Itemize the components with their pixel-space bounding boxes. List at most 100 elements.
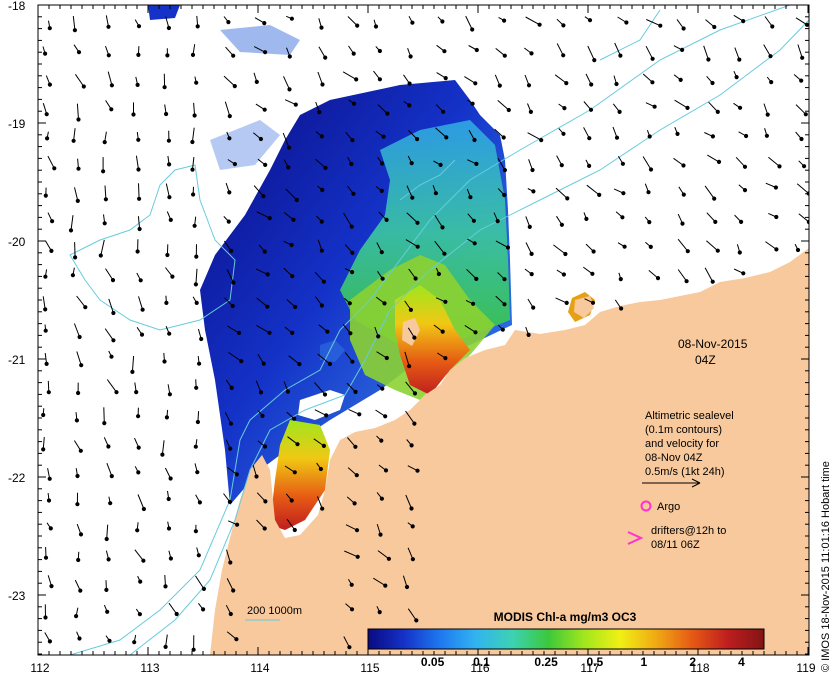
velocity-arrow-head — [77, 636, 82, 641]
velocity-arrow-head — [351, 191, 356, 196]
velocity-arrow — [587, 45, 595, 61]
velocity-arrow-head — [473, 330, 478, 335]
velocity-arrow-head — [194, 385, 199, 390]
velocity-arrow-head — [409, 506, 414, 511]
velocity-arrow-head — [349, 582, 354, 587]
velocity-arrow-head — [293, 304, 298, 310]
velocity-arrow-head — [76, 390, 81, 396]
velocity-arrow-head — [263, 50, 268, 55]
velocity-arrow-head — [442, 49, 447, 54]
velocity-arrow-head — [584, 216, 589, 221]
velocity-arrow-head — [652, 104, 657, 109]
velocity-arrow-head — [470, 101, 475, 106]
velocity-arrow-head — [561, 53, 566, 58]
velocity-arrow-head — [109, 107, 114, 112]
velocity-arrow — [677, 238, 689, 252]
arrowhead-icon — [691, 478, 701, 488]
velocity-arrow-head — [680, 47, 685, 53]
velocity-arrow-head — [254, 474, 259, 479]
velocity-arrow-head — [502, 192, 507, 198]
velocity-arrow — [193, 102, 196, 116]
velocity-arrow-head — [190, 139, 195, 145]
y-tick-label: -22 — [8, 471, 26, 485]
velocity-arrow-head — [320, 187, 325, 192]
velocity-arrow-head — [350, 250, 355, 255]
velocity-arrow-head — [351, 51, 356, 56]
velocity-arrow — [76, 295, 86, 308]
velocity-arrow-head — [41, 447, 46, 452]
velocity-arrow-head — [110, 278, 116, 283]
velocity-arrow-head — [105, 609, 110, 614]
velocity-arrow — [168, 602, 178, 615]
velocity-arrow-head — [321, 443, 326, 448]
velocity-arrow-head — [103, 197, 109, 202]
legend-line: Altimetric sealevel — [645, 410, 734, 422]
velocity-arrow-head — [260, 413, 265, 418]
velocity-arrow-head — [622, 244, 627, 249]
velocity-arrow — [106, 379, 117, 393]
velocity-arrow-head — [474, 47, 479, 53]
velocity-arrow-head — [530, 167, 535, 173]
velocity-arrow-head — [76, 117, 81, 122]
velocity-arrow-head — [286, 165, 291, 170]
velocity-arrow-head — [415, 244, 420, 249]
velocity-arrow-head — [197, 361, 202, 366]
velocity-arrow-head — [287, 87, 292, 92]
chlorophyll-swath — [148, 5, 595, 530]
velocity-arrow-head — [49, 248, 54, 253]
velocity-arrow-head — [106, 53, 111, 58]
velocity-arrow — [256, 297, 268, 308]
velocity-arrow — [614, 42, 621, 56]
velocity-arrow-head — [591, 249, 596, 254]
velocity-arrow — [223, 75, 236, 87]
velocity-arrow-head — [265, 272, 270, 277]
velocity-arrow — [282, 132, 290, 148]
velocity-arrow-head — [98, 253, 103, 258]
velocity-arrow-head — [162, 85, 167, 90]
velocity-arrow — [797, 44, 803, 58]
velocity-arrow-head — [647, 220, 652, 225]
velocity-arrow-head — [75, 502, 80, 507]
velocity-arrow-head — [43, 307, 48, 312]
velocity-arrow — [256, 324, 270, 334]
legend-line: (0.1m contours) — [645, 424, 722, 436]
velocity-arrow — [404, 351, 410, 367]
velocity-arrow-head — [646, 190, 651, 195]
velocity-arrow-head — [433, 191, 438, 196]
x-tick-label: 114 — [250, 661, 269, 675]
velocity-arrow — [466, 268, 477, 280]
velocity-arrow-head — [106, 444, 111, 449]
y-tick-label: -23 — [8, 589, 26, 603]
velocity-arrow-head — [502, 302, 507, 307]
velocity-arrow-head — [355, 554, 360, 559]
velocity-arrow-head — [619, 306, 624, 311]
velocity-arrow-head — [130, 369, 135, 374]
drifter-marker-icon — [627, 531, 644, 545]
velocity-arrow-head — [681, 26, 686, 31]
velocity-arrow-head — [232, 162, 237, 167]
velocity-arrow-head — [768, 54, 773, 59]
velocity-arrow-head — [351, 101, 357, 106]
velocity-arrow — [405, 381, 416, 394]
velocity-arrow-head — [166, 138, 171, 143]
velocity-arrow-head — [590, 300, 596, 305]
velocity-arrow — [106, 524, 109, 540]
velocity-arrow — [373, 577, 386, 587]
velocity-arrow-head — [196, 553, 201, 558]
velocity-arrow — [434, 240, 445, 255]
velocity-arrow-head — [109, 474, 114, 479]
velocity-arrow-head — [228, 560, 233, 565]
velocity-arrow-head — [141, 558, 146, 563]
velocity-arrow-head — [227, 499, 232, 504]
velocity-arrow — [406, 185, 413, 198]
argo-label: Argo — [657, 501, 680, 513]
velocity-arrow-head — [470, 27, 475, 32]
velocity-arrow-head — [323, 55, 328, 60]
velocity-arrow — [76, 103, 79, 120]
velocity-arrow-head — [804, 22, 809, 27]
velocity-arrow — [161, 440, 165, 455]
velocity-arrow-head — [50, 219, 55, 224]
velocity-arrow-head — [44, 361, 49, 366]
contour-scale-label: 200 1000m — [247, 605, 302, 617]
velocity-arrow-head — [47, 82, 53, 87]
